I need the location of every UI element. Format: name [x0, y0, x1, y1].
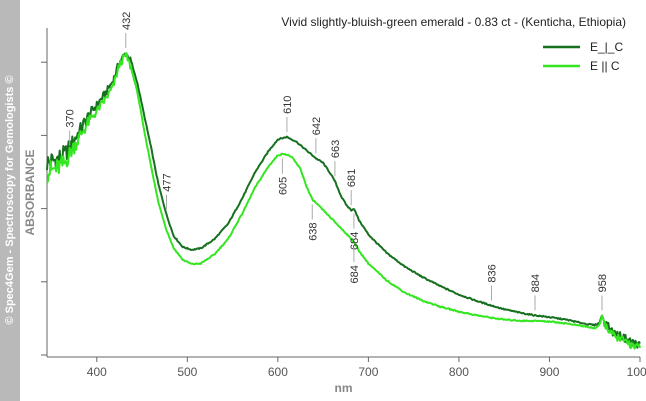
series-layer: [46, 52, 641, 350]
peak-label: 958: [597, 274, 609, 292]
series-line-1: [46, 52, 641, 350]
x-tick-label: 1000: [627, 365, 646, 379]
x-tick-label: 700: [358, 365, 378, 379]
chart-title: Vivid slightly-bluish-green emerald - 0.…: [281, 15, 626, 29]
peak-label: 681: [346, 169, 358, 187]
watermark-sidebar: © Spec4Gem - Spectroscopy for Gemologist…: [0, 0, 20, 401]
x-tick-label: 500: [177, 365, 197, 379]
peak-label: 684: [349, 265, 361, 283]
peak-label: 836: [487, 264, 499, 282]
x-tick-label: 800: [449, 365, 469, 379]
peak-label: 884: [530, 274, 542, 292]
peak-label: 638: [307, 222, 319, 240]
peak-annotations: 370 432 477 610 642 663 681 684 836 884 958 605 638 6…: [65, 12, 609, 311]
peak-label: 477: [162, 173, 174, 191]
peak-label: 370: [65, 109, 77, 127]
peak-label: 684: [349, 232, 361, 250]
peak-label: 605: [277, 177, 289, 195]
series-line-0: [46, 52, 641, 349]
peak-label: 432: [121, 12, 133, 30]
axes: 400 500 600 700 800 900 1000: [41, 28, 646, 379]
x-tick-label: 400: [87, 365, 107, 379]
x-tick-label: 900: [539, 365, 559, 379]
peak-label: 642: [311, 117, 323, 135]
legend-label: E || C: [590, 59, 620, 73]
peak-label: 663: [330, 140, 342, 158]
legend: E_|_C E || C: [543, 40, 623, 73]
x-tick-label: 600: [268, 365, 288, 379]
legend-label: E_|_C: [590, 40, 623, 54]
peak-label: 610: [282, 96, 294, 114]
y-axis-title: ABSORBANCE: [23, 149, 37, 235]
x-axis-title: nm: [335, 381, 353, 395]
